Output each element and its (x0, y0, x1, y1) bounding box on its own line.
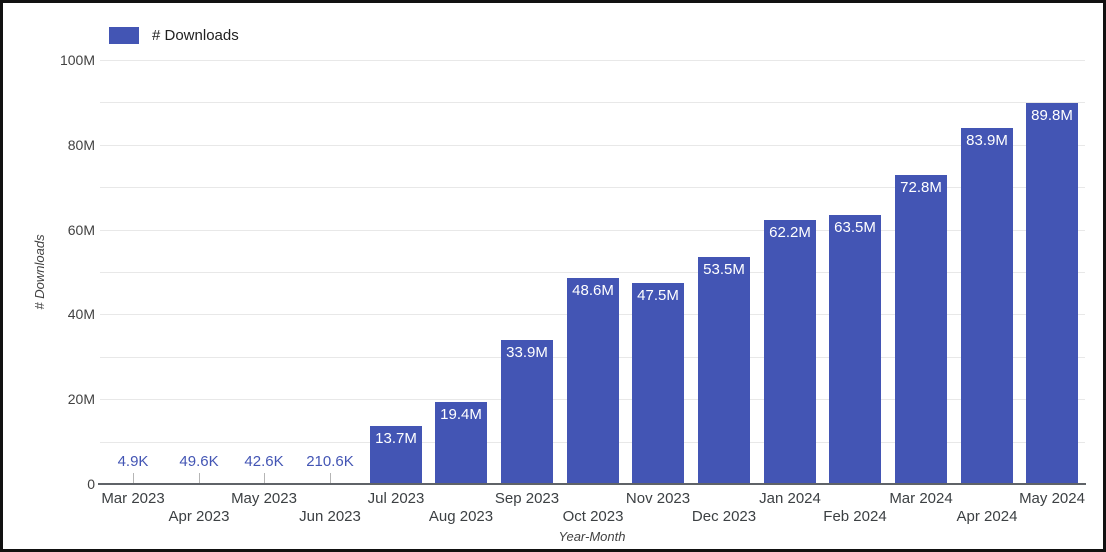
y-tick-label: 0 (87, 476, 95, 492)
y-tick-label: 40M (67, 306, 95, 322)
x-tick-label: Feb 2024 (823, 508, 887, 525)
legend-label: # Downloads (152, 27, 239, 44)
x-axis-tick (330, 473, 331, 484)
bar-jan-2024[interactable] (764, 220, 816, 484)
y-tick-label: 60M (67, 222, 95, 238)
gridline (100, 145, 1085, 146)
x-axis-tick (264, 473, 265, 484)
bar-mar-2024[interactable] (895, 175, 947, 484)
x-axis-tick (133, 473, 134, 484)
gridline (100, 230, 1085, 231)
bar-value-label: 4.9K (117, 453, 149, 470)
bar-value-label: 53.5M (703, 261, 745, 278)
bar-dec-2023[interactable] (698, 257, 750, 484)
x-tick-label: Aug 2023 (428, 508, 494, 525)
bar-oct-2023[interactable] (567, 278, 619, 484)
y-tick-label: 80M (67, 137, 95, 153)
gridline (100, 60, 1085, 61)
x-tick-label: Oct 2023 (562, 508, 624, 525)
bar-value-label: 47.5M (637, 287, 679, 304)
bar-value-label: 62.2M (769, 224, 811, 241)
bar-value-label: 89.8M (1031, 107, 1073, 124)
x-tick-label: May 2023 (231, 490, 297, 507)
plot-area: 0 20M 40M 60M 80M 100M 4.9K Mar 2023 49.6K Apr 20… (3, 3, 1103, 549)
gridline (100, 272, 1085, 273)
bar-value-label: 63.5M (834, 219, 876, 236)
gridline (100, 187, 1085, 188)
bar-value-label: 83.9M (966, 132, 1008, 149)
bar-nov-2023[interactable] (632, 283, 684, 484)
x-tick-label: Jul 2023 (367, 490, 425, 507)
x-axis-tick (199, 473, 200, 484)
x-axis-title: Year-Month (558, 529, 626, 544)
x-tick-label: Mar 2023 (101, 490, 165, 507)
x-tick-label: Jun 2023 (299, 508, 361, 525)
x-tick-label: Nov 2023 (625, 490, 691, 507)
legend-item-downloads[interactable]: # Downloads (109, 27, 239, 44)
x-tick-label: Dec 2023 (691, 508, 757, 525)
gridline (100, 102, 1085, 103)
x-tick-label: Mar 2024 (889, 490, 953, 507)
bar-jul-2023[interactable] (370, 426, 422, 484)
bar-value-label: 210.6K (306, 453, 354, 470)
bar-value-label: 49.6K (179, 453, 219, 470)
bar-may-2024[interactable] (1026, 103, 1078, 484)
bar-value-label: 13.7M (375, 430, 417, 447)
x-tick-label: Jan 2024 (759, 490, 821, 507)
y-axis-title: # Downloads (32, 234, 47, 310)
bar-value-label: 72.8M (900, 179, 942, 196)
y-tick-label: 20M (67, 391, 95, 407)
bar-value-label: 19.4M (440, 406, 482, 423)
x-tick-label: Sep 2023 (494, 490, 560, 507)
x-axis-line (98, 483, 1086, 485)
bar-value-label: 33.9M (506, 344, 548, 361)
bar-feb-2024[interactable] (829, 215, 881, 484)
x-tick-label: Apr 2023 (168, 508, 230, 525)
bar-value-label: 42.6K (244, 453, 284, 470)
x-tick-label: Apr 2024 (956, 508, 1018, 525)
x-tick-label: May 2024 (1019, 490, 1085, 507)
bar-value-label: 48.6M (572, 282, 614, 299)
legend-swatch (109, 27, 139, 44)
bar-apr-2024[interactable] (961, 128, 1013, 484)
y-tick-label: 100M (59, 52, 95, 68)
bar-aug-2023[interactable] (435, 402, 487, 484)
bar-sep-2023[interactable] (501, 340, 553, 484)
